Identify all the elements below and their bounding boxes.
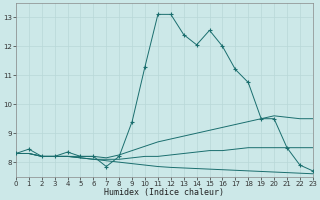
X-axis label: Humidex (Indice chaleur): Humidex (Indice chaleur) [104, 188, 224, 197]
